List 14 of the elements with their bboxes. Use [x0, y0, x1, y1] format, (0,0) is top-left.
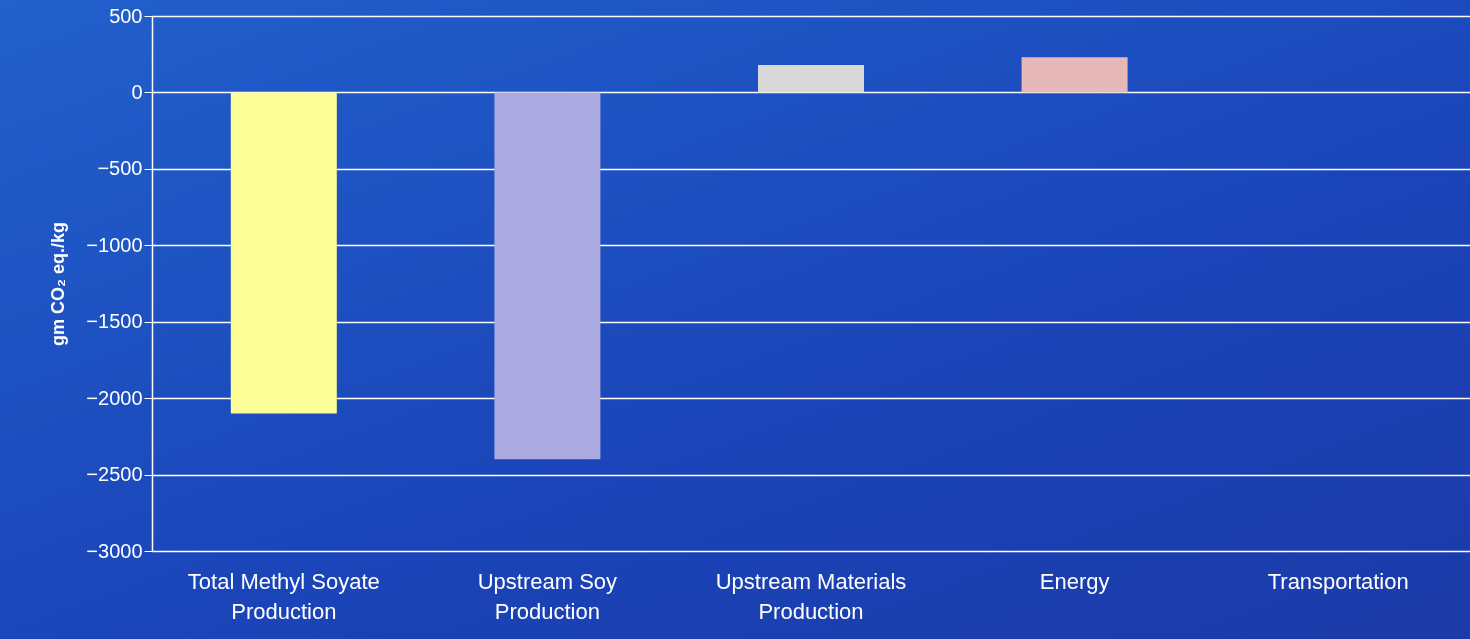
x-tick-label: Upstream Materials Production [715, 568, 907, 624]
x-tick-label: Transportation [1267, 568, 1409, 594]
y-tick-label: −3000 [86, 539, 143, 562]
x-tick-label: Energy [1039, 568, 1110, 594]
y-axis-title: gm CO₂ eq./kg [48, 221, 69, 347]
x-tick-label: Upstream Soy Production [477, 568, 618, 624]
y-tick-label: 0 [131, 80, 143, 103]
y-tick-label: −500 [97, 157, 143, 180]
y-tick-label: 500 [109, 4, 143, 27]
y-tick-label: −1500 [86, 310, 143, 333]
y-tick-label: −2500 [86, 463, 143, 486]
y-tick-label: −1000 [86, 233, 143, 256]
x-tick-label: Total Methyl Soyate Production [187, 568, 380, 624]
y-tick-label: −2000 [86, 386, 143, 409]
